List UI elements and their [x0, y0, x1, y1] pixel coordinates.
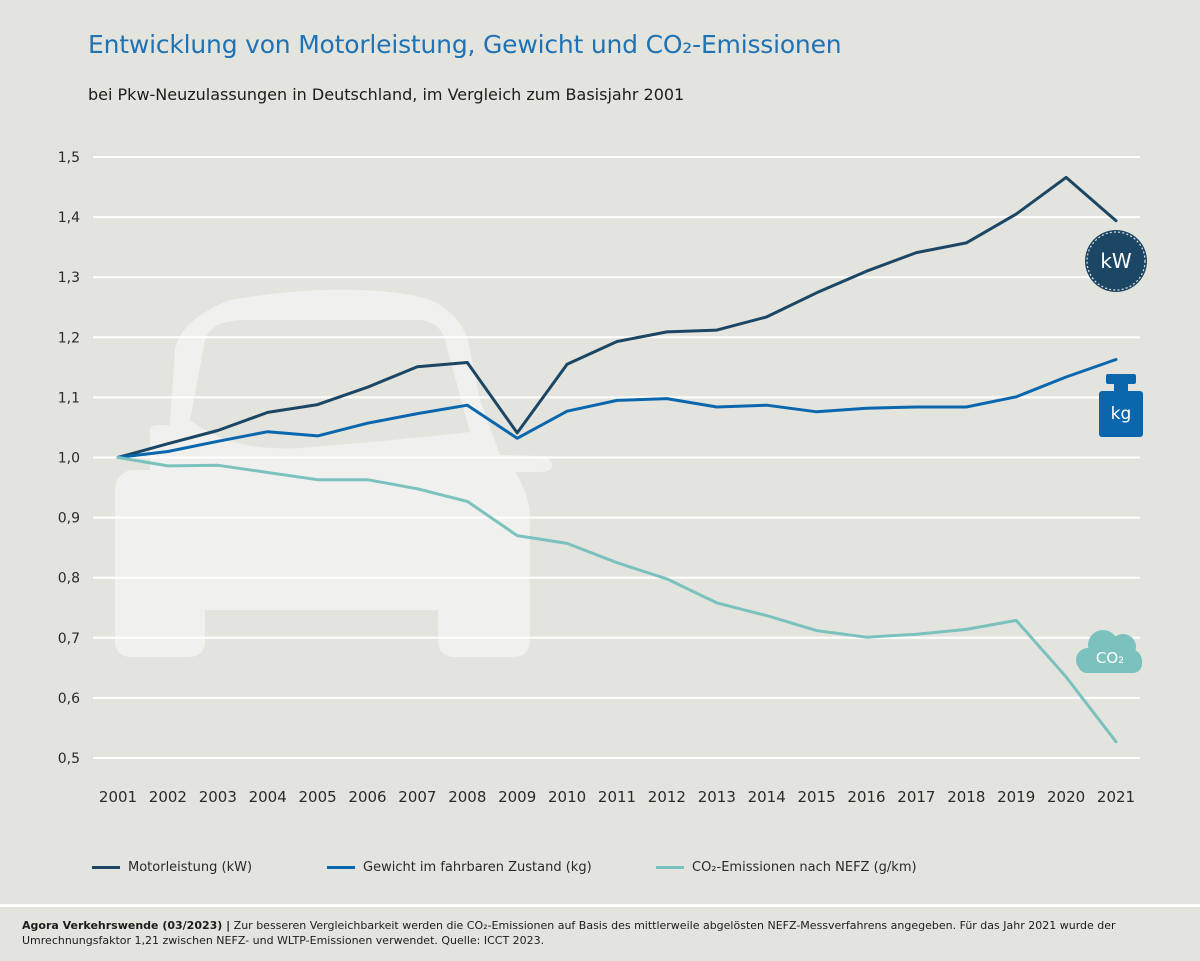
legend-label: CO₂-Emissionen nach NEFZ (g/km) [692, 860, 917, 875]
x-tick-label: 2012 [648, 788, 686, 806]
y-tick-label: 1,1 [58, 390, 80, 406]
x-tick-label: 2021 [1097, 788, 1135, 806]
y-tick-label: 0,6 [58, 691, 80, 707]
x-tick-label: 2020 [1047, 788, 1085, 806]
kw-badge-icon: kW [1085, 230, 1147, 292]
kg-label: kg [1111, 404, 1132, 424]
series-line-2 [116, 456, 1118, 744]
footer-divider [0, 904, 1200, 907]
x-tick-label: 2003 [199, 788, 237, 806]
y-tick-label: 0,7 [58, 631, 80, 647]
legend-item-gewicht: Gewicht im fahrbaren Zustand (kg) [327, 860, 592, 875]
x-tick-label: 2015 [798, 788, 836, 806]
line-chart: 0,5 0,6 0,7 0,8 0,9 1,0 1,1 1,2 1,3 1,4 1,5 2001 20… [58, 150, 1147, 806]
weight-icon: kg [1099, 374, 1143, 437]
legend-swatch [656, 866, 684, 869]
x-tick-label: 2011 [598, 788, 636, 806]
footer-source: Agora Verkehrswende (03/2023) | [22, 919, 231, 932]
legend-swatch [327, 866, 355, 869]
x-tick-label: 2017 [897, 788, 935, 806]
cloud-icon: CO₂ [1076, 630, 1142, 673]
x-tick-label: 2019 [997, 788, 1035, 806]
y-tick-label: 0,8 [58, 571, 80, 587]
chart-legend: Motorleistung (kW) Gewicht im fahrbaren … [0, 860, 1200, 882]
chart-subtitle: bei Pkw-Neuzulassungen in Deutschland, i… [88, 85, 685, 104]
y-tick-label: 1,2 [58, 330, 80, 346]
kw-label: kW [1100, 249, 1132, 273]
x-tick-label: 2018 [947, 788, 985, 806]
car-silhouette-icon [115, 289, 552, 657]
footer-text: Zur besseren Vergleichbarkeit werden die… [22, 919, 1116, 947]
x-tick-label: 2004 [249, 788, 287, 806]
co2-label: CO₂ [1096, 649, 1124, 667]
y-tick-label: 1,0 [58, 451, 80, 467]
x-tick-label: 2014 [748, 788, 786, 806]
x-tick-label: 2016 [847, 788, 885, 806]
x-tick-label: 2008 [448, 788, 486, 806]
x-tick-label: 2010 [548, 788, 586, 806]
legend-swatch [92, 866, 120, 869]
series-line-1 [116, 358, 1118, 459]
y-tick-label: 0,5 [58, 751, 80, 767]
x-tick-label: 2001 [99, 788, 137, 806]
x-tick-label: 2007 [398, 788, 436, 806]
footer-note: Agora Verkehrswende (03/2023) | Zur bess… [22, 918, 1162, 948]
y-tick-label: 1,5 [58, 150, 80, 166]
x-tick-label: 2005 [299, 788, 337, 806]
legend-label: Gewicht im fahrbaren Zustand (kg) [363, 860, 592, 875]
series-line-0 [116, 175, 1118, 459]
legend-item-motorleistung: Motorleistung (kW) [92, 860, 252, 875]
chart-title: Entwicklung von Motorleistung, Gewicht u… [88, 30, 842, 59]
legend-item-co2: CO₂-Emissionen nach NEFZ (g/km) [656, 860, 917, 875]
x-tick-label: 2002 [149, 788, 187, 806]
x-tick-label: 2009 [498, 788, 536, 806]
y-tick-label: 0,9 [58, 511, 80, 527]
y-tick-label: 1,4 [58, 210, 80, 226]
legend-label: Motorleistung (kW) [128, 860, 253, 875]
x-tick-label: 2013 [698, 788, 736, 806]
x-tick-label: 2006 [348, 788, 386, 806]
y-tick-label: 1,3 [58, 270, 80, 286]
